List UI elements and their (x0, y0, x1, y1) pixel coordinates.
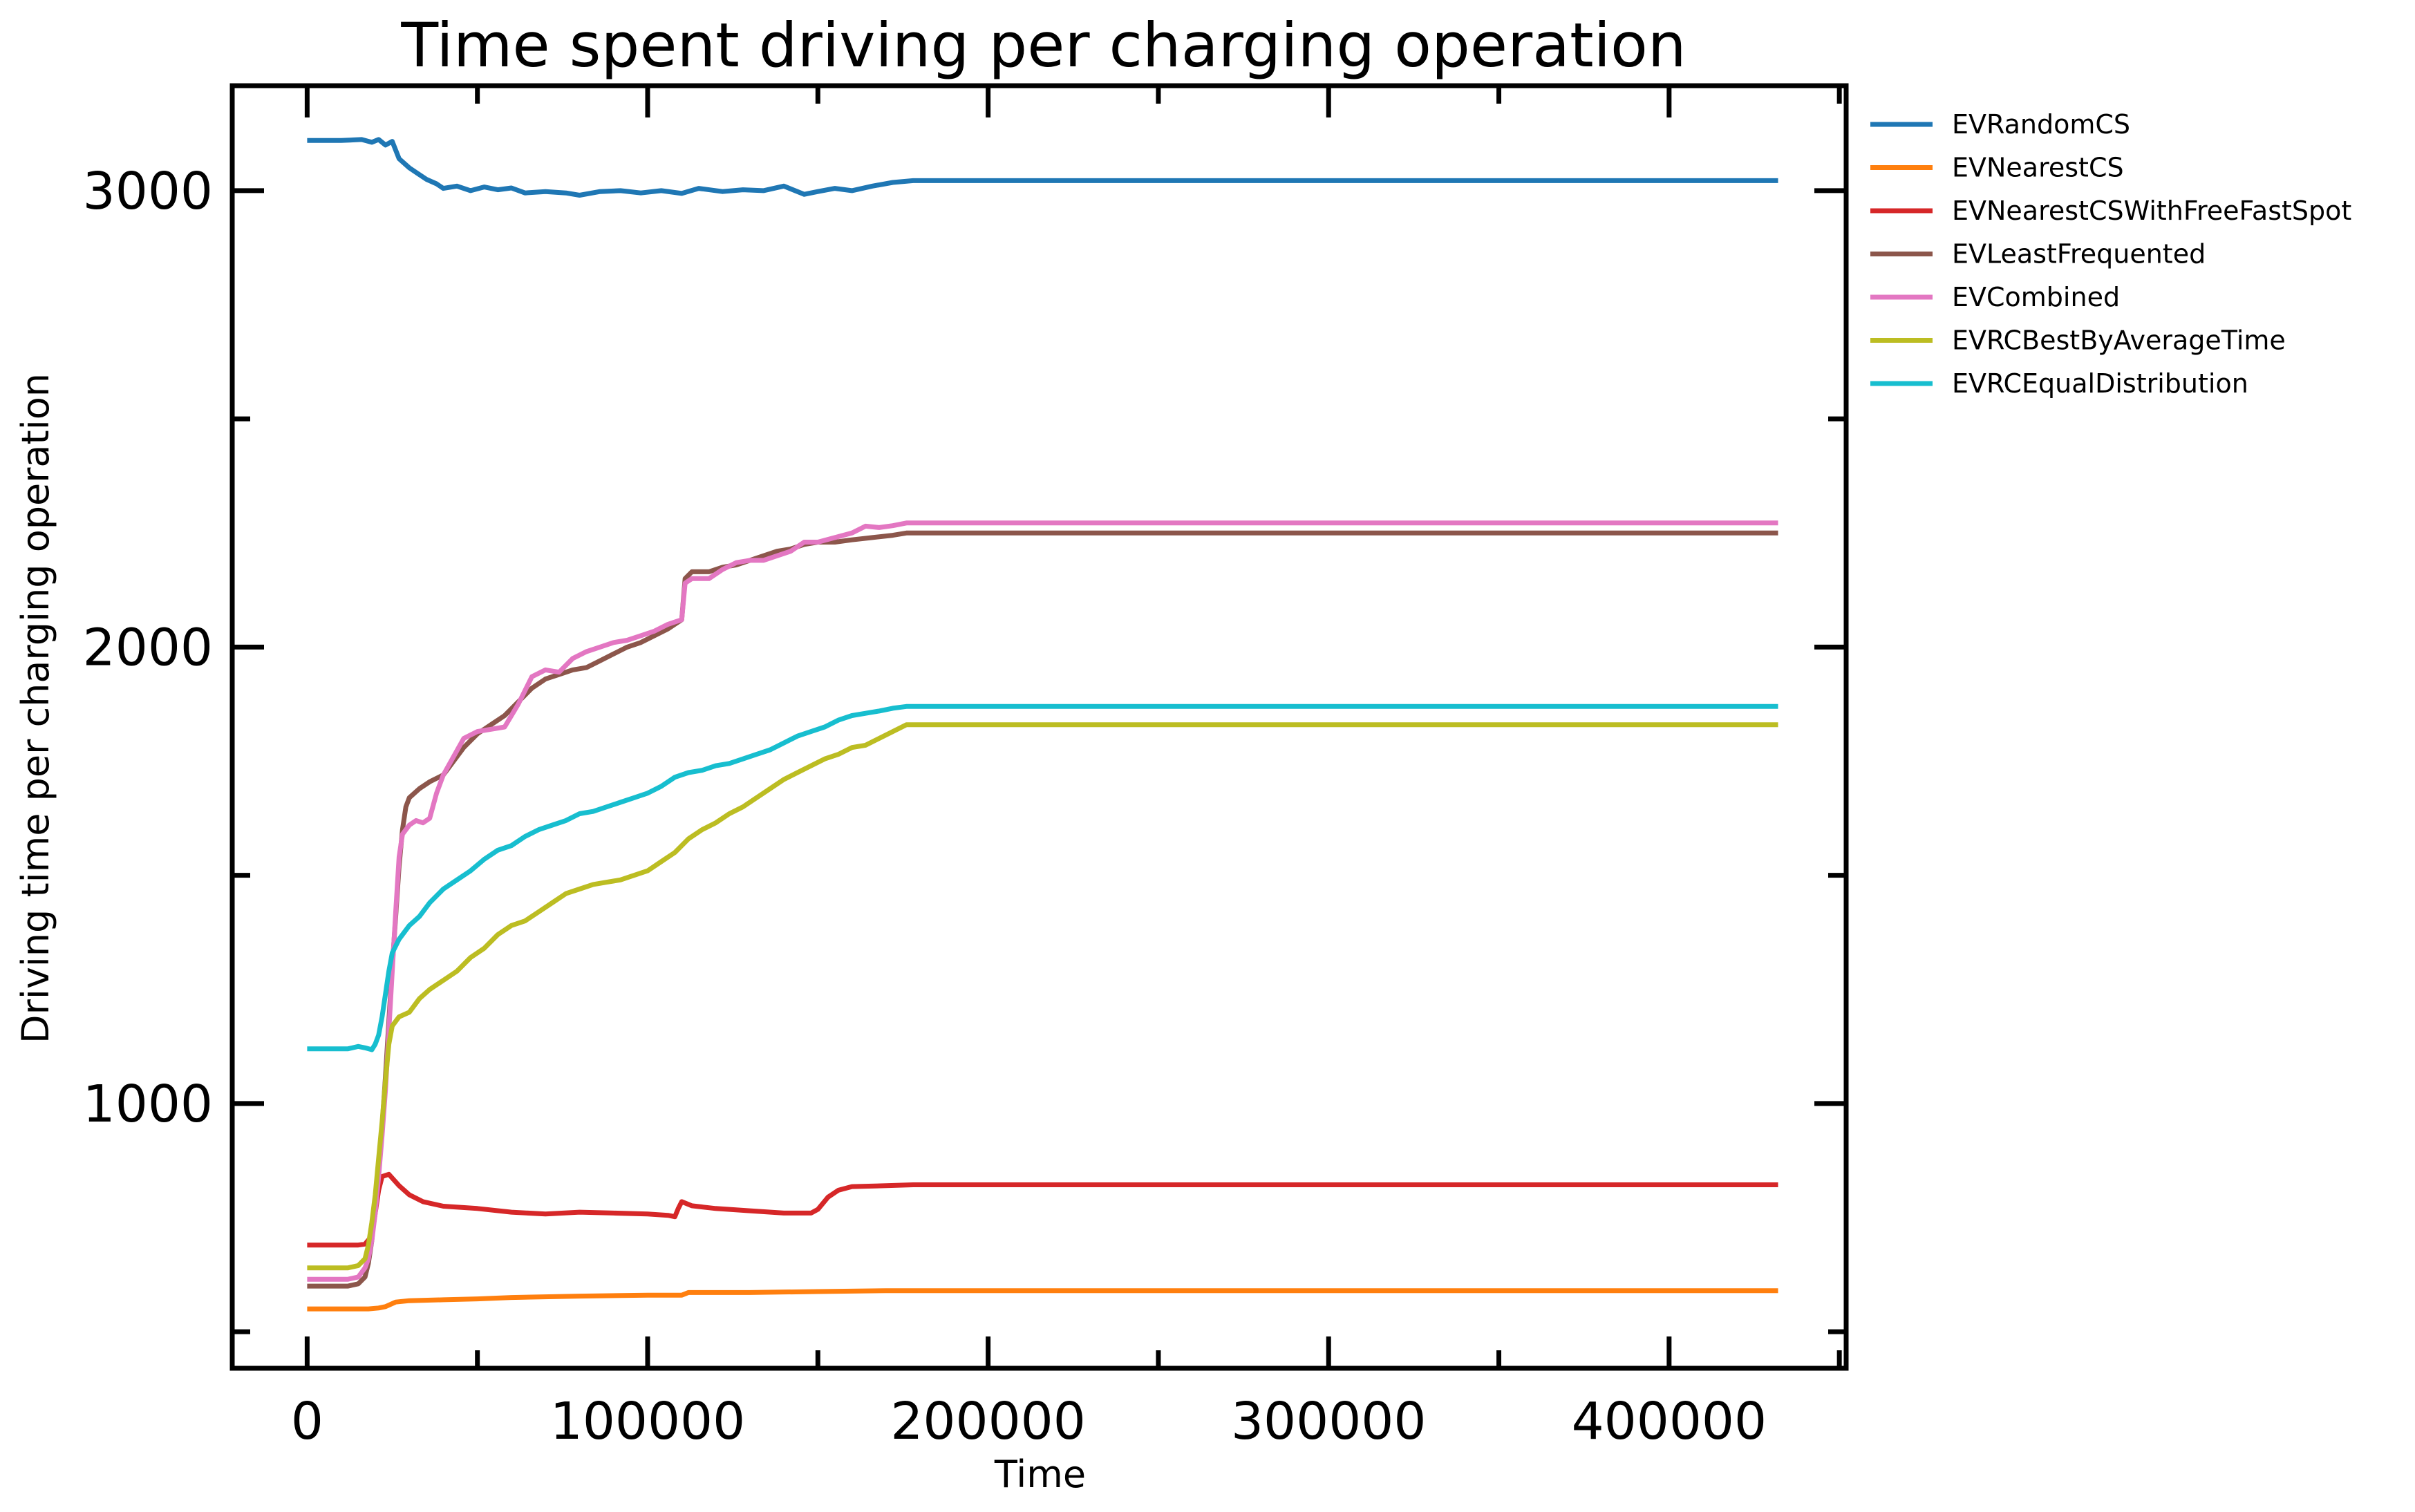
legend-label: EVRCBestByAverageTime (1952, 325, 2286, 356)
legend-label: EVCombined (1952, 282, 2120, 312)
legend-label: EVLeastFrequented (1952, 239, 2206, 270)
y-tick-label: 3000 (83, 162, 213, 221)
x-tick-label: 400000 (1572, 1392, 1767, 1451)
legend-label: EVRCEqualDistribution (1952, 368, 2248, 399)
legend: EVRandomCS EVNearestCS EVNearestCSWithFree… (1870, 109, 2351, 399)
legend-label: EVNearestCS (1952, 153, 2124, 183)
series-lines (307, 137, 1778, 1312)
y-tick-label: 2000 (83, 618, 213, 677)
y-tick-label: 1000 (83, 1075, 213, 1134)
x-tick-label: 300000 (1231, 1392, 1427, 1451)
chart-title: Time spent driving per charging operatio… (400, 10, 1686, 81)
series-line-EVLeastFrequented (307, 530, 1778, 1289)
x-tick-label: 100000 (550, 1392, 746, 1451)
legend-label: EVRandomCS (1952, 109, 2130, 140)
series-line-EVCombined (307, 520, 1778, 1282)
x-axis-title: Time (994, 1453, 1086, 1496)
series-line-EVRCEqualDistribution (307, 703, 1778, 1052)
series-line-EVNearestCS (307, 1288, 1778, 1312)
plot-frame (229, 83, 1849, 1371)
x-tick-label: 0 (291, 1392, 323, 1451)
axis-ticks: 0 100000 200000 300000 400000 1000 2000 3000 (83, 86, 1846, 1451)
series-line-EVNearestCSWithFreeFastSpot (307, 1171, 1778, 1248)
legend-label: EVNearestCSWithFreeFastSpot (1952, 196, 2351, 226)
series-line-EVRCBestByAverageTime (307, 722, 1778, 1271)
x-tick-label: 200000 (890, 1392, 1086, 1451)
series-line-EVRandomCS (307, 137, 1778, 198)
y-axis-title: Driving time per charging operation (14, 373, 57, 1043)
